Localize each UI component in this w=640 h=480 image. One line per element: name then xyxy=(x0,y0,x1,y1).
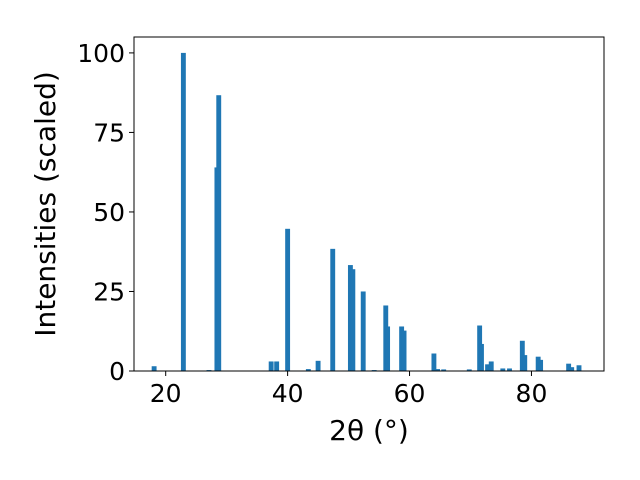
bar xyxy=(268,361,274,371)
bar xyxy=(274,361,280,371)
bar xyxy=(576,365,582,371)
bar xyxy=(216,95,222,372)
x-axis: 20 40 60 80 xyxy=(150,371,548,408)
y-tick-label: 100 xyxy=(77,39,125,68)
bar xyxy=(466,369,472,371)
bar xyxy=(401,330,407,371)
bar xyxy=(488,361,494,371)
bar xyxy=(180,52,186,372)
x-tick-label: 20 xyxy=(150,379,182,408)
y-tick-label: 25 xyxy=(93,277,125,306)
bar xyxy=(435,369,441,371)
y-axis-label: Intensities (scaled) xyxy=(29,71,62,337)
bar xyxy=(315,360,321,371)
x-tick-label: 40 xyxy=(272,379,304,408)
y-axis: 0 25 50 75 100 xyxy=(77,39,134,386)
y-tick-label: 50 xyxy=(93,198,125,227)
bar xyxy=(305,369,311,371)
x-tick-label: 60 xyxy=(394,379,426,408)
bars-group xyxy=(151,52,582,372)
y-tick-label: 75 xyxy=(93,118,125,147)
x-tick-label: 80 xyxy=(516,379,548,408)
bar xyxy=(507,368,512,371)
x-axis-label: 2θ (°) xyxy=(329,414,409,447)
plot-frame xyxy=(133,36,605,372)
bar xyxy=(538,359,544,371)
bar xyxy=(569,367,575,371)
bar xyxy=(360,291,366,371)
bar xyxy=(441,369,447,371)
bar xyxy=(285,228,291,371)
bar xyxy=(479,343,484,371)
bar xyxy=(485,364,491,371)
bar xyxy=(350,269,356,371)
bar xyxy=(151,366,157,371)
bar xyxy=(522,355,528,371)
bar xyxy=(330,248,336,371)
bar xyxy=(500,368,506,371)
bar xyxy=(431,353,437,371)
bar xyxy=(385,326,391,371)
bar xyxy=(566,363,572,371)
y-tick-label: 0 xyxy=(109,357,125,386)
